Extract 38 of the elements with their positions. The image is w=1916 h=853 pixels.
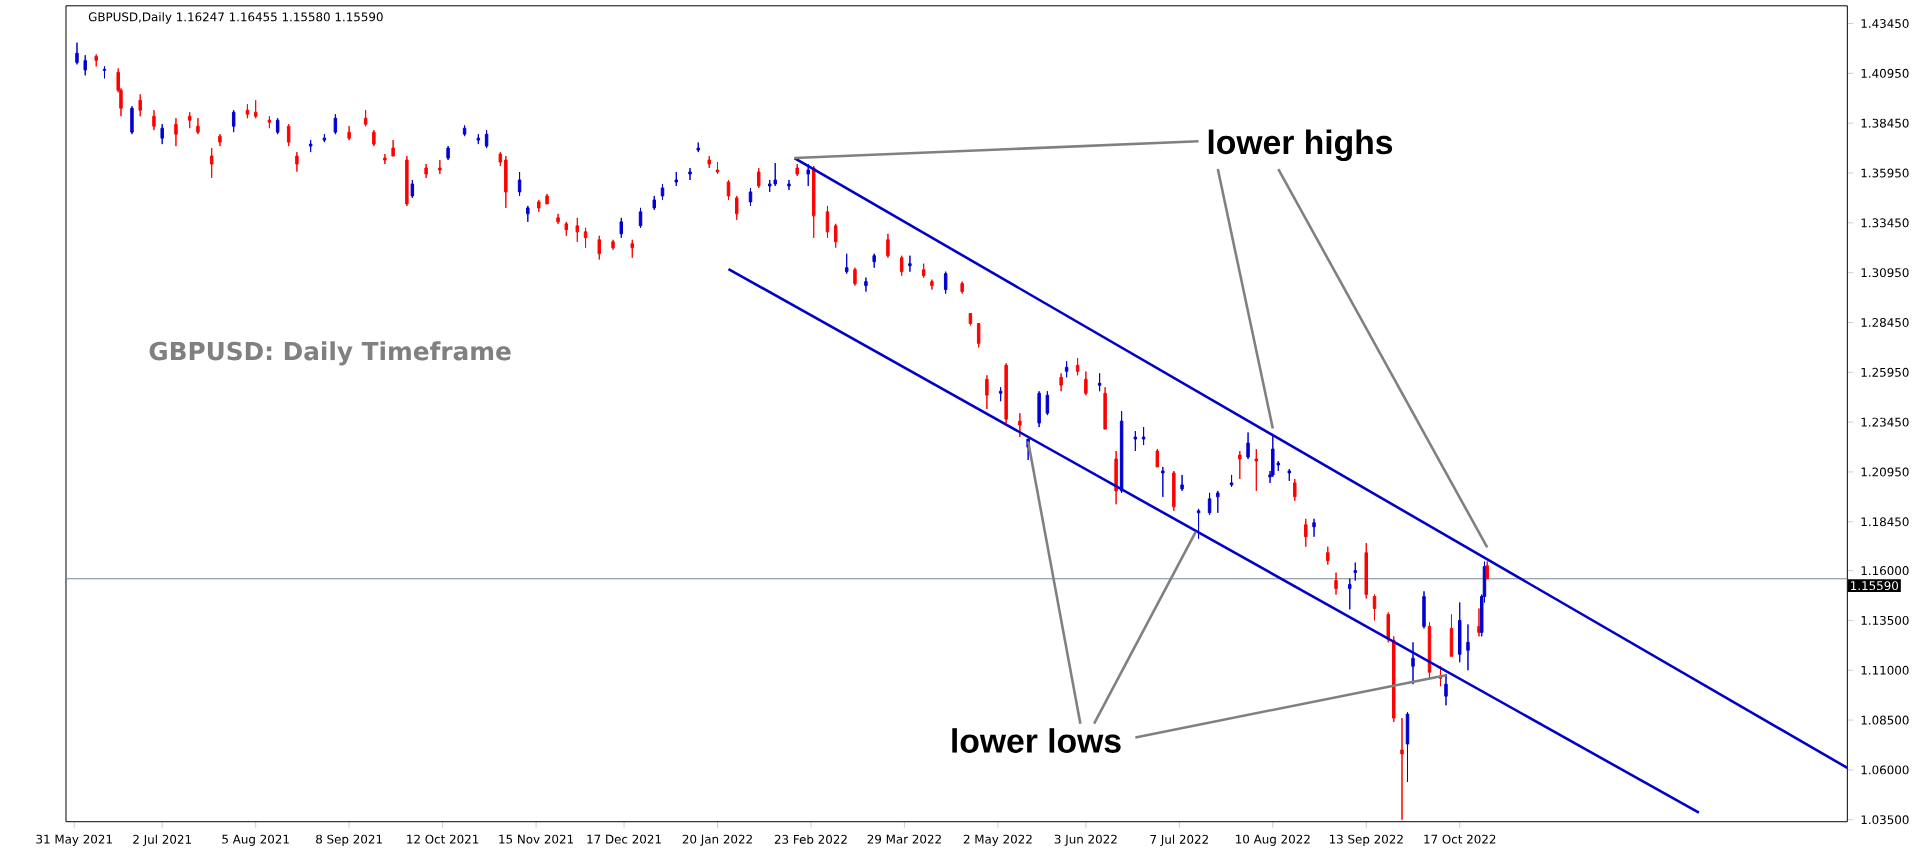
text: GBPUSD,Daily 1.16247 1.16455 1.15580 1.15590 <box>88 12 383 24</box>
x-tick-label: 2 Jul 2021 <box>133 834 191 847</box>
x-tick-label: 3 Jun 2022 <box>1054 834 1117 847</box>
annotation: lower lows <box>952 728 1121 754</box>
y-tick-label: 1.20950 <box>1861 467 1909 477</box>
x-tick-label: 12 Oct 2021 <box>407 834 479 844</box>
annotation: lower highs <box>1208 129 1393 162</box>
y-tick-label: 1.30950 <box>1861 268 1909 278</box>
x-tick-label: 13 Sep 2022 <box>1329 834 1403 847</box>
y-tick-label: 1.28450 <box>1861 318 1909 328</box>
x-tick-label: 29 Mar 2022 <box>867 834 941 844</box>
y-tick-label: 1.11000 <box>1861 665 1909 675</box>
x-tick-label: 17 Oct 2022 <box>1424 834 1496 844</box>
y-tick-label: 1.43450 <box>1861 19 1909 29</box>
annotation: GBPUSD: Daily Timeframe <box>149 341 511 366</box>
x-tick-label: 10 Aug 2022 <box>1236 834 1310 847</box>
y-tick-label: 1.06000 <box>1861 765 1909 775</box>
x-tick-label: 20 Jan 2022 <box>682 834 752 847</box>
y-tick-label: 1.35950 <box>1861 168 1909 178</box>
y-tick-label: 1.38450 <box>1861 118 1909 128</box>
y-tick-label: 1.08500 <box>1861 715 1909 725</box>
x-tick-label: 31 May 2021 <box>36 834 112 847</box>
y-tick-label: 1.23450 <box>1861 417 1909 427</box>
x-tick-label: 2 May 2022 <box>963 834 1032 847</box>
x-tick-label: 23 Feb 2022 <box>774 834 847 844</box>
y-tick-label: 1.40950 <box>1861 69 1909 79</box>
x-tick-label: 7 Jul 2022 <box>1150 834 1208 847</box>
y-tick-label: 1.33450 <box>1861 218 1909 228</box>
y-tick-label: 1.03500 <box>1861 815 1909 825</box>
ref-line-label: 1.15590 <box>1851 581 1899 591</box>
x-tick-label: 5 Aug 2021 <box>222 834 289 847</box>
x-tick-label: 17 Dec 2021 <box>587 834 661 844</box>
y-tick-label: 1.13500 <box>1861 616 1909 626</box>
y-tick-label: 1.16000 <box>1861 566 1909 576</box>
y-tick-label: 1.18450 <box>1861 517 1909 527</box>
x-tick-label: 15 Nov 2021 <box>499 834 573 844</box>
x-tick-label: 8 Sep 2021 <box>316 834 382 847</box>
y-tick-label: 1.25950 <box>1861 367 1909 377</box>
